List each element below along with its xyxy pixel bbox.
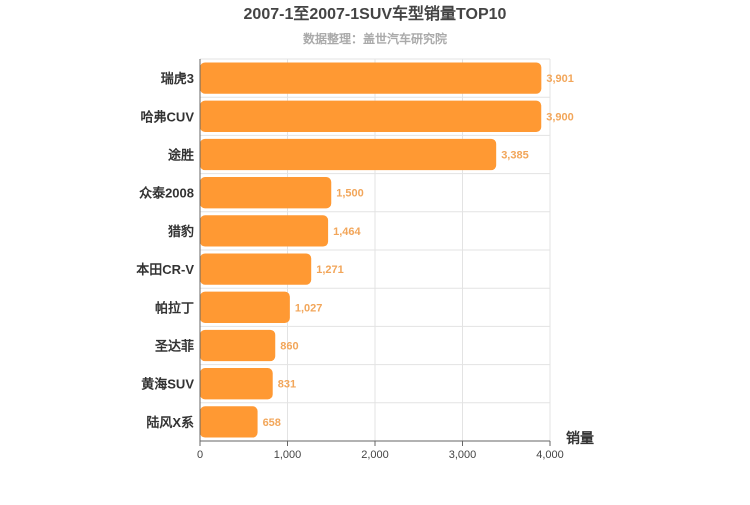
value-label: 1,271 xyxy=(316,264,344,276)
x-tick-label: 4,000 xyxy=(536,449,564,461)
chart-title: 2007-1至2007-1SUV车型销量TOP10 xyxy=(244,4,507,23)
bar xyxy=(200,253,312,285)
x-axis-title: 销量 xyxy=(566,430,594,446)
category-label: 瑞虎3 xyxy=(161,71,194,86)
x-tick-label: 3,000 xyxy=(449,449,477,461)
chart-subtitle: 数据整理：盖世汽车研究院 xyxy=(303,31,447,46)
value-label: 3,385 xyxy=(501,150,529,162)
x-tick-label: 1,000 xyxy=(274,449,302,461)
category-label: 哈弗CUV xyxy=(141,109,195,124)
value-label: 3,901 xyxy=(546,73,574,85)
category-label: 圣达菲 xyxy=(155,339,194,354)
category-label: 途胜 xyxy=(168,148,194,163)
category-label: 众泰2008 xyxy=(139,186,194,201)
category-label: 黄海SUV xyxy=(141,377,194,392)
bars xyxy=(200,62,542,438)
value-label: 1,500 xyxy=(336,188,364,200)
bar xyxy=(200,291,290,323)
bar xyxy=(200,215,329,247)
value-label: 1,027 xyxy=(295,302,323,314)
category-label: 陆风X系 xyxy=(146,415,194,430)
x-axis: 0 1,000 2,000 3,000 4,000 xyxy=(197,59,564,461)
category-label: 猎豹 xyxy=(168,224,194,239)
bar xyxy=(200,100,542,132)
category-label: 本田CR-V xyxy=(136,262,194,277)
bar xyxy=(200,368,273,400)
value-label: 658 xyxy=(263,417,281,429)
value-label: 831 xyxy=(278,379,296,391)
bar xyxy=(200,177,332,209)
bar xyxy=(200,406,258,438)
x-tick-label: 0 xyxy=(197,449,203,461)
value-label: 3,900 xyxy=(546,111,574,123)
bar xyxy=(200,62,542,94)
bar xyxy=(200,138,497,171)
category-label: 帕拉丁 xyxy=(155,300,194,315)
x-tick-label: 2,000 xyxy=(361,449,389,461)
value-label: 1,464 xyxy=(333,226,361,238)
value-labels: 3,901 3,900 3,385 1,500 1,464 1,271 1,027 860 83… xyxy=(263,73,574,429)
value-label: 860 xyxy=(280,341,298,353)
bar xyxy=(200,329,276,362)
